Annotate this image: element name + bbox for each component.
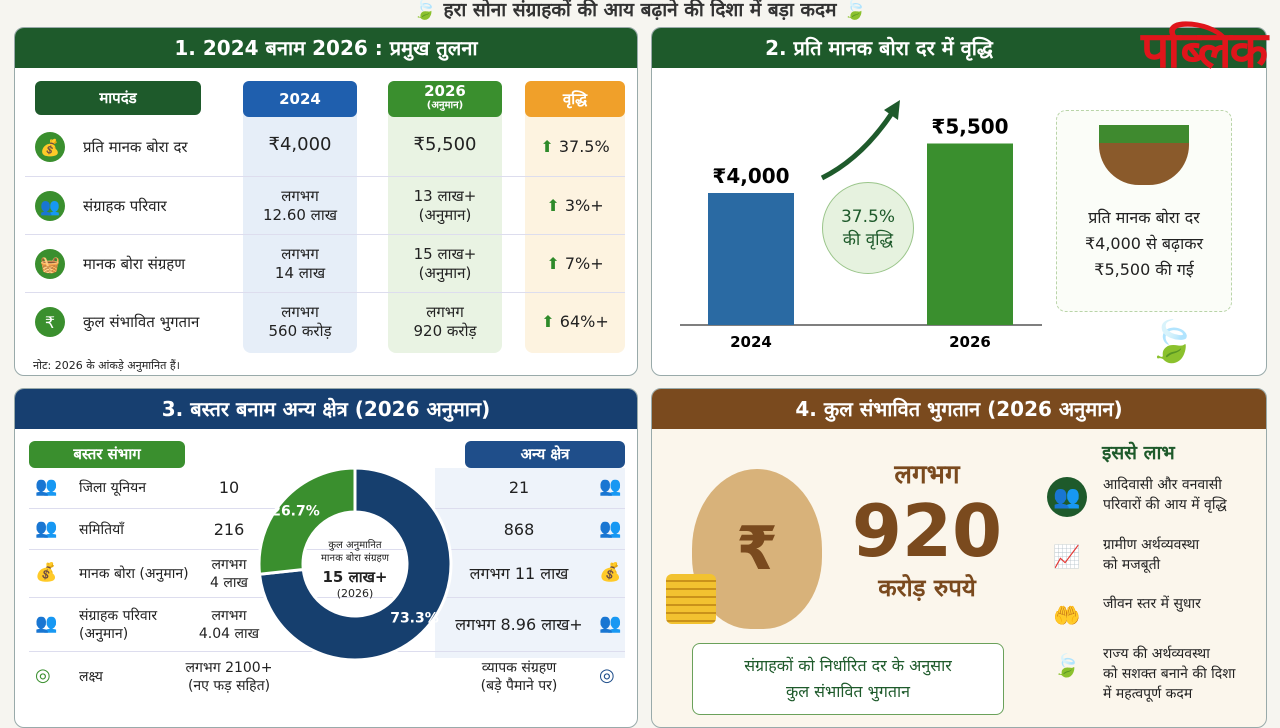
bar-chart: ₹4,000 2024 ₹5,500 2026 [680, 100, 1042, 351]
bar-2026 [927, 143, 1013, 325]
growth-badge: 37.5% की वृद्धि [822, 182, 914, 274]
leaf-icon: 🍃 [1147, 319, 1197, 365]
donut-slice-1 [257, 466, 453, 662]
target-icon: ◎ [35, 665, 51, 686]
other-header: अन्य क्षेत्र [465, 441, 625, 468]
people-icon: 👥 [35, 517, 58, 539]
x-tick-label: 2024 [730, 333, 772, 351]
bar-data-label: ₹5,500 [931, 115, 1008, 139]
people-icon: 👥 [599, 517, 622, 539]
arrow-head [884, 100, 900, 120]
money-bag-icon: 💰 [599, 562, 622, 583]
slice-label: 73.3% [390, 610, 439, 626]
header-param: मापदंड [35, 81, 201, 115]
donut-chart: 73.3% 26.7% [257, 466, 453, 662]
x-tick-label: 2026 [949, 333, 991, 351]
people-icon: 👥 [599, 476, 622, 497]
panel-title: 3. बस्तर बनाम अन्य क्षेत्र (2026 अनुमान) [15, 389, 637, 429]
arrow-up-icon: ⬆ [541, 312, 555, 331]
slice-label: 26.7% [271, 504, 320, 520]
comparison-row: ◎ लक्ष्य लगभग 2100+ (नए फड़ सहित) व्यापक… [29, 651, 625, 701]
watermark-logo: पब्लिक [1141, 21, 1268, 79]
comparison-row: 👥 संग्राहक परिवार (अनुमान) लगभग 4.04 लाख… [29, 597, 625, 651]
payment-caption: संग्राहकों को निर्धारित दर के अनुसार कुल… [692, 643, 1004, 715]
table-row: 👥 संग्राहक परिवार लगभग 12.60 लाख 13 लाख+… [25, 176, 625, 234]
note: नोट: 2026 के आंकड़े अनुमानित हैं। [33, 359, 180, 372]
leaf-basket-icon [1099, 125, 1189, 185]
column-2024 [243, 81, 357, 353]
arrow-up-icon: ⬆ [540, 137, 554, 156]
donut-slice-0 [257, 466, 357, 576]
target-icon: ◎ [599, 665, 615, 686]
people-icon: 👥 [35, 476, 58, 497]
leaf-icon: 🍃 [413, 0, 437, 21]
growth-arrow-icon [820, 111, 895, 181]
total-payment-panel: 4. कुल संभावित भुगतान (2026 अनुमान) ₹ लग… [651, 388, 1267, 728]
leaf-icon: 🍃 [1053, 653, 1081, 679]
people-icon: 👥 [599, 613, 622, 634]
donut-center: कुल अनुमानित मानक बोरा संग्रहण 15 लाख+ (… [320, 540, 390, 600]
comparison-panel: 1. 2024 बनाम 2026 : प्रमुख तुलना मापदंड … [14, 27, 638, 376]
people-icon: 👥 [1047, 477, 1087, 517]
table-row: 🧺 मानक बोरा संग्रहण लगभग 14 लाख 15 लाख+ … [25, 234, 625, 292]
arrow-up-icon: ⬆ [546, 254, 560, 273]
bastar-header: बस्तर संभाग [29, 441, 185, 468]
info-box: प्रति मानक बोरा दर ₹4,000 से बढ़ाकर ₹5,5… [1056, 110, 1232, 312]
panel-title: 1. 2024 बनाम 2026 : प्रमुख तुलना [15, 28, 637, 68]
people-icon: 👥 [35, 613, 58, 634]
header-2026: 2026 (अनुमान) [388, 81, 502, 117]
column-2026 [388, 81, 502, 353]
header-2024: 2024 [243, 81, 357, 117]
hands-person-icon: 🤲 [1053, 603, 1081, 629]
rate-increase-panel: 2. प्रति मानक बोरा दर में वृद्धि ₹4,000 2… [651, 27, 1267, 376]
table-row: ₹ कुल संभावित भुगतान लगभग 560 करोड़ लगभग… [25, 292, 625, 350]
amount-block: लगभग 920 करोड़ रुपये [851, 460, 1003, 602]
people-icon: 👥 [35, 191, 65, 221]
header-growth: वृद्धि [525, 81, 625, 117]
panel-title: 4. कुल संभावित भुगतान (2026 अनुमान) [652, 389, 1266, 429]
panel-title: 2. प्रति मानक बोरा दर में वृद्धि [652, 28, 1266, 68]
leaf-icon: 🍃 [843, 0, 867, 21]
column-growth [525, 81, 625, 353]
table-row: 💰 प्रति मानक बोरा दर ₹4,000 ₹5,500 ⬆ 37.… [25, 118, 625, 176]
growth-chart-icon: 📈 [1053, 544, 1081, 570]
coins-icon [666, 574, 716, 624]
bar-2024 [708, 193, 794, 325]
other-bg [435, 468, 625, 658]
comparison-row: 👥 जिला यूनियन 10 21 👥 [35, 476, 622, 497]
benefits-title: इससे लाभ [1102, 442, 1175, 464]
money-bag-icon: 💰 [35, 562, 58, 583]
rupee-icon: ₹ [35, 307, 65, 337]
bar-data-label: ₹4,000 [712, 164, 789, 188]
arrow-up-icon: ⬆ [546, 196, 560, 215]
basket-icon: 🧺 [35, 249, 65, 279]
comparison-row: 💰 मानक बोरा (अनुमान) लगभग 4 लाख लगभग 11 … [29, 549, 625, 597]
money-bag-icon: 💰 [35, 132, 65, 162]
page-title: 🍃 हरा सोना संग्राहकों की आय बढ़ाने की दि… [413, 0, 867, 21]
bastar-comparison-panel: 3. बस्तर बनाम अन्य क्षेत्र (2026 अनुमान)… [14, 388, 638, 728]
